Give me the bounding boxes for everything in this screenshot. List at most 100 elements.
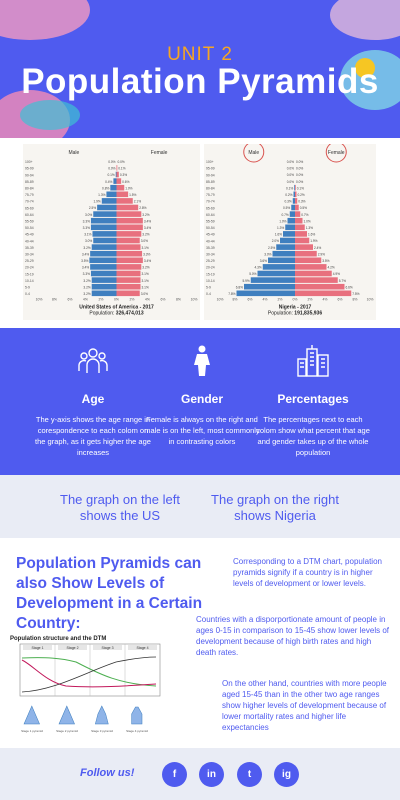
- male-pct-label: 3.5%: [81, 259, 88, 263]
- female-pct-label: 2.1%: [134, 200, 141, 204]
- female-bar: [295, 250, 317, 257]
- male-bar: [236, 290, 295, 297]
- male-pct-label: 6.8%: [236, 285, 243, 289]
- male-pct-label: 3.2%: [83, 246, 90, 250]
- male-bar: [101, 198, 117, 204]
- male-bar: [285, 224, 295, 231]
- male-bar: [292, 198, 295, 204]
- male-bar: [92, 231, 117, 237]
- female-pct-label: 3.5%: [322, 259, 329, 263]
- age-tick: 75-79: [206, 193, 215, 197]
- x-tick: 8%: [353, 298, 358, 302]
- x-tick: 10%: [217, 298, 224, 302]
- mini-pyramid-shape: [131, 706, 143, 725]
- male-bar: [90, 270, 117, 277]
- age-tick: 60-64: [25, 213, 34, 217]
- x-tick: 10%: [36, 298, 43, 302]
- stage-header: [23, 645, 52, 650]
- female-bar: [295, 283, 345, 290]
- male-bar: [291, 204, 295, 211]
- female-pct-label: 3.2%: [142, 213, 149, 217]
- female-bar: [295, 198, 298, 204]
- pyramid-caption: Nigeria - 2017: [279, 305, 312, 311]
- female-pct-label: 4.2%: [328, 266, 335, 270]
- age-tick: 30-34: [25, 253, 34, 257]
- nigeria-pyramid-card: Male Female 100+ 0.0% 0.0% 95-99 0.0% 0.0% 90-94…: [204, 144, 376, 320]
- age-tick: 85-89: [25, 180, 34, 184]
- note-right: The graph on the right shows Nigeria: [211, 492, 339, 523]
- female-pct-label: 1.0%: [304, 219, 311, 223]
- age-tick: 80-84: [25, 187, 34, 191]
- page-title: Population Pyramids: [21, 62, 379, 101]
- linkedin-icon[interactable]: in: [199, 762, 224, 787]
- female-pct-label: 1.5%: [129, 193, 136, 197]
- male-pct-label: 0.0%: [287, 173, 294, 177]
- female-pct-label: 0.3%: [298, 200, 305, 204]
- male-pct-label: 3.3%: [83, 219, 90, 223]
- male-bar: [283, 231, 295, 237]
- male-pct-label: 3.3%: [83, 272, 90, 276]
- male-bar: [90, 264, 117, 270]
- note-left: The graph on the left shows the US: [60, 492, 180, 523]
- female-pct-label: 4.9%: [333, 272, 340, 276]
- female-bar: [295, 191, 297, 198]
- twitter-icon[interactable]: t: [237, 762, 262, 787]
- male-label: Male: [68, 150, 79, 156]
- male-pct-label: 3.0%: [264, 252, 271, 256]
- age-tick: 85-89: [206, 180, 215, 184]
- male-pct-label: 3.4%: [82, 252, 89, 256]
- pyramid-caption: United States of America - 2017: [79, 305, 154, 311]
- male-bar: [113, 178, 117, 184]
- female-pct-label: 3.4%: [144, 259, 151, 263]
- x-tick: 4%: [263, 298, 268, 302]
- male-bar: [97, 204, 117, 211]
- female-pct-label: 2.4%: [314, 246, 321, 250]
- female-bar: [295, 184, 296, 191]
- male-pct-label: 3.3%: [83, 226, 90, 230]
- x-tick: 10%: [367, 298, 374, 302]
- male-pct-label: 2.0%: [272, 239, 279, 243]
- x-tick: 4%: [145, 298, 150, 302]
- x-tick: 4%: [83, 298, 88, 302]
- decor-blob: [20, 100, 80, 130]
- paragraph-dtm: Corresponding to a DTM chart, population…: [233, 557, 382, 588]
- age-tick: 10-14: [206, 279, 215, 283]
- x-tick: 0%: [114, 298, 119, 302]
- female-bar: [295, 264, 327, 270]
- female-bar: [295, 211, 301, 217]
- male-bar: [90, 250, 117, 257]
- female-pct-label: 3.0%: [141, 239, 148, 243]
- female-pct-label: 2.8%: [139, 206, 146, 210]
- female-pct-label: 6.6%: [346, 285, 353, 289]
- decor-blob: [330, 0, 400, 40]
- paragraph-low-development: Countries with a disporportionate amount…: [196, 615, 389, 657]
- feature-title: Percentages: [277, 392, 349, 406]
- male-bar: [91, 283, 117, 290]
- female-pct-label: 5.7%: [339, 279, 346, 283]
- us-pyramid-card: Male Female 100+ 0.0% 0.0% 95-99 0.0% 0.1% 90-94…: [23, 144, 200, 320]
- female-bar: [295, 257, 322, 264]
- female-pct-label: 1.9%: [310, 239, 317, 243]
- stage-label: Stage 2: [66, 646, 78, 650]
- female-bar: [116, 244, 141, 250]
- instagram-icon[interactable]: ig: [274, 762, 299, 787]
- dtm-title: Population structure and the DTM: [10, 636, 106, 642]
- female-bar: [295, 270, 332, 277]
- male-pct-label: 3.4%: [82, 266, 89, 270]
- age-tick: 65-69: [25, 206, 34, 210]
- male-pct-label: 0.5%: [283, 206, 290, 210]
- facebook-icon[interactable]: f: [162, 762, 187, 787]
- mini-pyramid-caption: Stage 1 pyramid: [21, 729, 43, 733]
- age-tick: 15-19: [25, 272, 34, 276]
- age-tick: 35-39: [206, 246, 215, 250]
- age-tick: 70-74: [206, 200, 215, 204]
- age-tick: 25-29: [25, 259, 34, 263]
- paragraph-high-development: On the other hand, countries with more p…: [222, 679, 387, 732]
- male-pct-label: 0.0%: [287, 180, 294, 184]
- female-bar: [116, 264, 142, 270]
- female-bar: [116, 290, 140, 297]
- age-tick: 60-64: [206, 213, 215, 217]
- male-bar: [106, 191, 117, 198]
- x-tick: 8%: [176, 298, 181, 302]
